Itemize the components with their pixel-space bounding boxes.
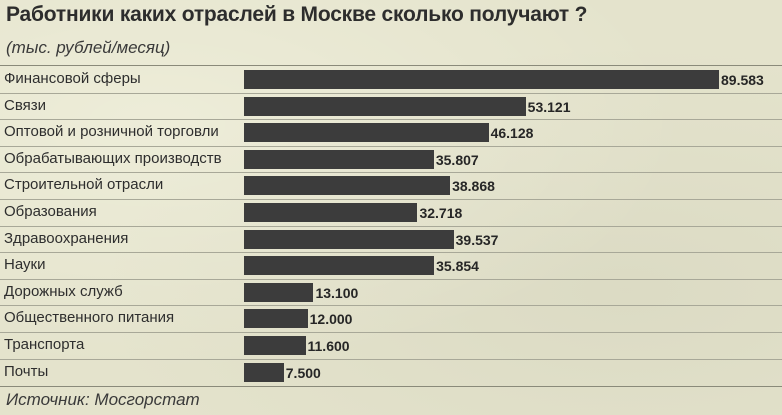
bar [244,256,435,276]
value-label: 32.718 [419,205,463,221]
category-label: Дорожных служб [4,282,123,300]
category-label: Образования [4,203,97,220]
category-label: Оптовой и розничной торговли [4,123,219,141]
category-label: Транспорта [4,336,85,353]
category-label: Обрабатывающих производств [4,149,222,167]
bar-row: Науки 35.854 [0,252,782,278]
value-label: 35.807 [435,151,479,168]
bar-row: Строительной отрасли 38.868 [0,172,782,198]
bar-row: Здравоохранения 39.537 [0,225,782,252]
row-divider [0,145,782,147]
row-divider [0,252,782,254]
bar [244,96,526,116]
category-label: Здравоохранения [4,229,129,247]
bar [244,70,719,89]
bar-row: Дорожных служб 13.100 [0,278,782,305]
bar [244,176,451,196]
chart-title: Работники каких отраслей в Москве скольк… [6,3,588,26]
category-label: Связи [4,96,47,114]
row-divider [0,225,782,227]
bar-row: Почты 7.500 [0,358,782,385]
value-label: 53.121 [527,98,571,115]
value-label: 46.128 [490,125,534,142]
bar-row: Финансовой сферы 89.583 [0,66,782,92]
value-label: 7.500 [285,364,321,381]
category-label: Общественного питания [4,309,175,327]
bar [244,362,284,382]
row-divider [0,358,782,360]
row-divider [0,199,782,200]
row-divider [0,305,782,307]
row-divider [0,278,782,280]
source-note: Источник: Мосгорстат [6,390,200,409]
value-label: 38.868 [452,178,495,195]
chart-subtitle: (тыс. рублей/месяц) [6,38,171,57]
bar-row: Связи 53.121 [0,92,782,119]
bar-row: Транспорта 11.600 [0,332,782,358]
bottom-rule [0,386,782,387]
bar [244,309,308,329]
value-label: 13.100 [315,284,359,301]
category-label: Почты [4,362,49,380]
bar [244,149,434,169]
value-label: 11.600 [307,338,350,354]
row-divider [0,92,782,94]
bar-row: Образования 32.718 [0,199,782,225]
bar [244,282,314,302]
bar [244,123,489,143]
row-divider [0,332,782,333]
bar-row: Оптовой и розничной торговли 46.128 [0,119,782,145]
top-rule [0,65,782,66]
value-label: 39.537 [455,231,499,248]
bar [244,336,306,355]
category-label: Строительной отрасли [4,176,164,194]
bar [244,203,418,222]
row-divider [0,119,782,121]
bar-row: Общественного питания 12.000 [0,305,782,331]
row-divider [0,172,782,174]
bar [244,229,454,249]
category-label: Науки [4,256,46,274]
value-label: 35.854 [436,258,479,275]
value-label: 12.000 [309,311,353,328]
category-label: Финансовой сферы [4,70,141,87]
bar-row: Обрабатывающих производств 35.807 [0,145,782,172]
value-label: 89.583 [721,72,764,88]
